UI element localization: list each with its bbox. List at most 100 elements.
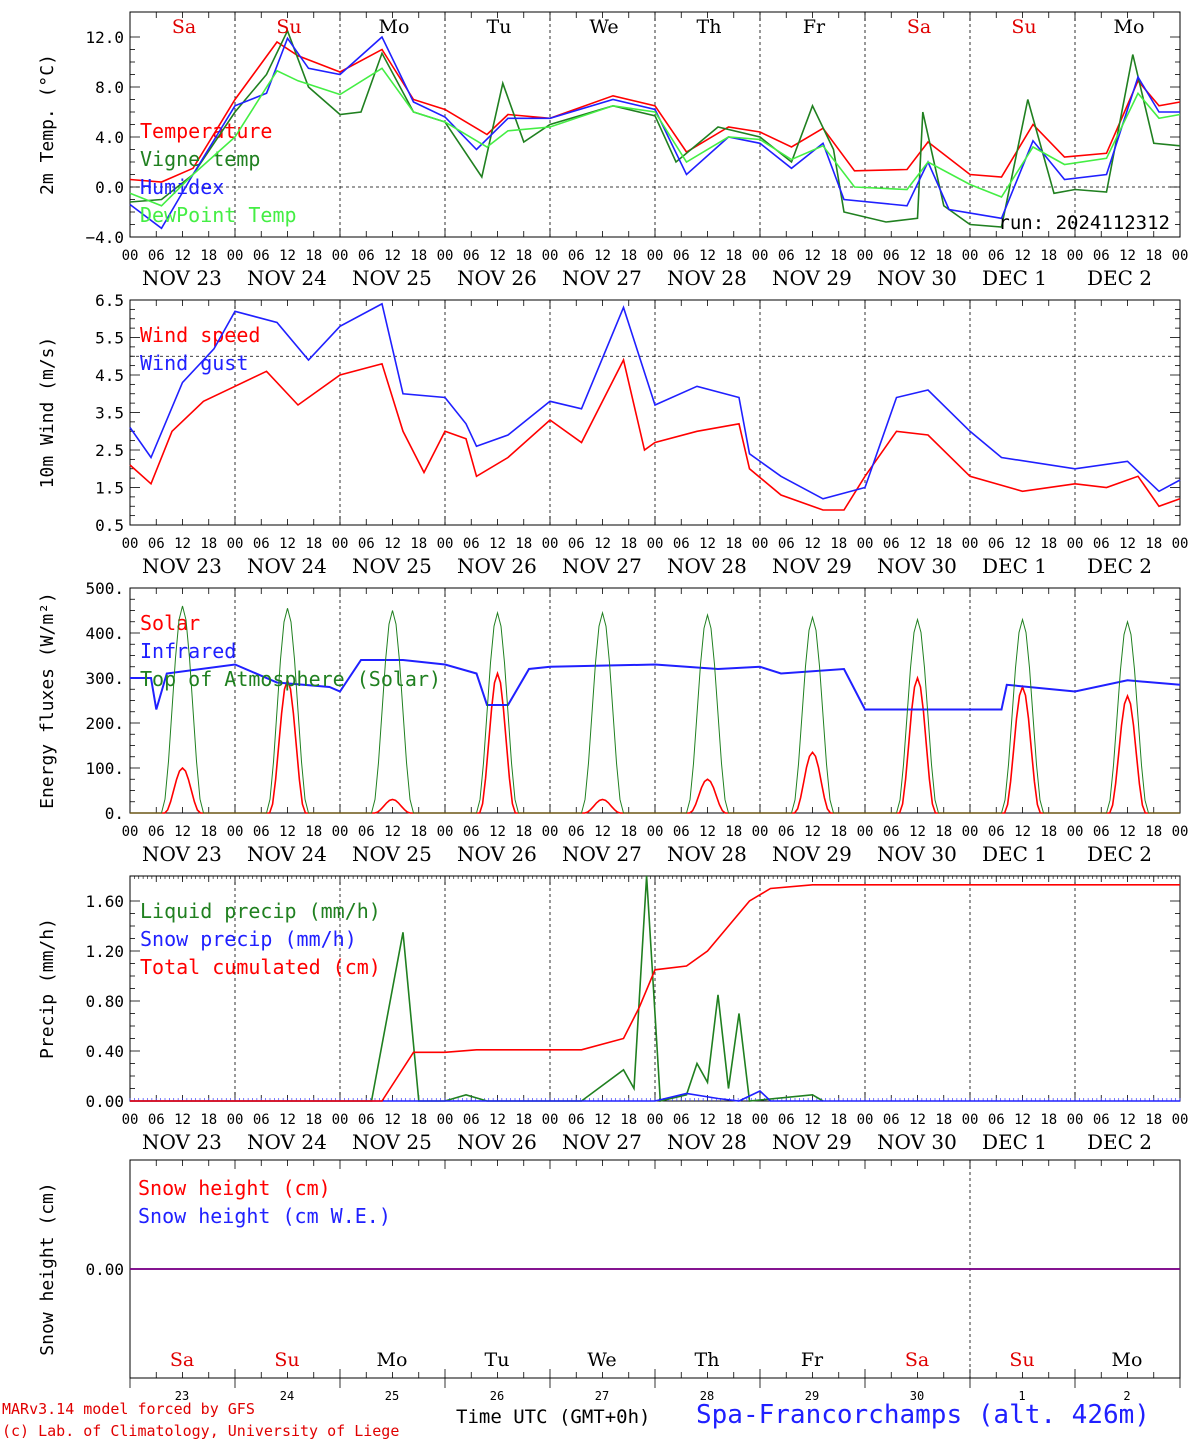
legend-entry: Temperature [140,119,272,143]
hour-label: 06 [463,824,480,840]
hour-label: 12 [909,1112,926,1128]
hour-label: 06 [463,1112,480,1128]
y-tick-label: 0.40 [85,1042,124,1061]
legend-entry: Liquid precip (mm/h) [140,899,381,923]
hour-label: 12 [489,536,506,552]
hour-label: 00 [962,1112,979,1128]
hour-label: 12 [1014,824,1031,840]
date-label: NOV 25 [352,1130,432,1154]
hour-label: 18 [620,824,637,840]
hour-label: 12 [279,1112,296,1128]
day-number-label: 24 [280,1389,294,1403]
hour-label: 00 [332,536,349,552]
hour-label: 06 [988,1112,1005,1128]
hour-label: 00 [332,248,349,264]
day-label-top: Th [697,16,722,38]
hour-label: 12 [909,536,926,552]
hour-label: 00 [122,536,139,552]
run-label: run: 2024112312 [998,212,1170,234]
series-line-snow-precip-mm-h- [130,1090,1180,1102]
series-line-infrared [130,659,1181,711]
hour-label: 12 [594,1112,611,1128]
hour-label: 12 [1014,536,1031,552]
time-axis-label: Time UTC (GMT+0h) [456,1406,651,1428]
hour-label: 00 [227,1112,244,1128]
hour-label: 00 [647,824,664,840]
y-tick-label: 0.80 [85,992,124,1011]
y-tick-label: 1.60 [85,892,124,911]
hour-label: 06 [778,824,795,840]
hour-label: 00 [542,536,559,552]
hour-label: 18 [725,248,742,264]
hour-label: 18 [200,1112,217,1128]
legend-entry: DewPoint Temp [140,203,297,227]
y-tick-label: 6.5 [95,291,124,310]
hour-label: 06 [1093,1112,1110,1128]
day-label-top: We [589,16,618,38]
date-label: DEC 1 [982,1130,1047,1154]
hour-label: 00 [122,248,139,264]
hour-label: 18 [725,536,742,552]
day-number-label: 2 [1123,1389,1130,1403]
hour-label: 00 [227,824,244,840]
hour-label: 12 [174,824,191,840]
day-label-top: Mo [379,16,410,38]
hour-label: 18 [515,1112,532,1128]
hour-label: 12 [279,824,296,840]
hour-label: 12 [1119,824,1136,840]
hour-label: 12 [594,824,611,840]
hour-label: 18 [410,248,427,264]
y-tick-label: 200. [85,714,124,733]
hour-label: 18 [410,1112,427,1128]
date-label: NOV 23 [142,266,222,290]
hour-label: 00 [1172,824,1189,840]
hour-label: 18 [410,536,427,552]
day-label-top: Tu [487,16,512,38]
hour-label: 12 [699,1112,716,1128]
day-number-label: 30 [910,1389,924,1403]
series-line-temperature [129,40,1181,183]
day-label-top: Mo [1114,16,1145,38]
date-label: NOV 28 [667,554,747,578]
hour-label: 12 [594,248,611,264]
legend-entry: Total cumulated (cm) [140,955,381,979]
hour-label: 18 [1040,536,1057,552]
hour-label: 06 [988,536,1005,552]
series-line-wind-gust [129,302,1181,500]
date-label: DEC 2 [1087,842,1152,866]
day-label-bottom: Su [274,1349,299,1371]
day-label-bottom: Sa [170,1349,194,1371]
date-label: NOV 28 [667,842,747,866]
hour-label: 12 [1014,1112,1031,1128]
hour-label: 06 [148,536,165,552]
hour-label: 18 [200,248,217,264]
hour-label: 00 [1067,1112,1084,1128]
hour-label: 12 [909,824,926,840]
hour-label: 06 [883,824,900,840]
hour-label: 06 [148,824,165,840]
hour-label: 18 [1040,824,1057,840]
y-axis-label: Snow height (cm) [37,1182,58,1355]
day-number-label: 29 [805,1389,819,1403]
y-tick-label: 5.5 [95,329,124,348]
hour-label: 00 [962,536,979,552]
day-label-top: Sa [907,16,931,38]
hour-label: 12 [699,536,716,552]
hour-label: 06 [988,248,1005,264]
hour-label: 00 [962,824,979,840]
legend-entry: Wind gust [140,351,248,375]
date-label: DEC 1 [982,266,1047,290]
date-label: DEC 2 [1087,554,1152,578]
hour-label: 00 [647,536,664,552]
panel-3: 0. 100. 200. 300. 400. 500. Energy fluxes (W/m… [37,579,1188,866]
y-tick-label: 2.5 [95,441,124,460]
hour-label: 00 [227,248,244,264]
day-label-bottom: Tu [485,1349,510,1371]
hour-label: 00 [1067,824,1084,840]
hour-label: 18 [515,248,532,264]
hour-label: 12 [384,1112,401,1128]
hour-label: 18 [410,824,427,840]
hour-label: 06 [988,824,1005,840]
hour-label: 18 [200,824,217,840]
hour-label: 18 [1145,248,1162,264]
